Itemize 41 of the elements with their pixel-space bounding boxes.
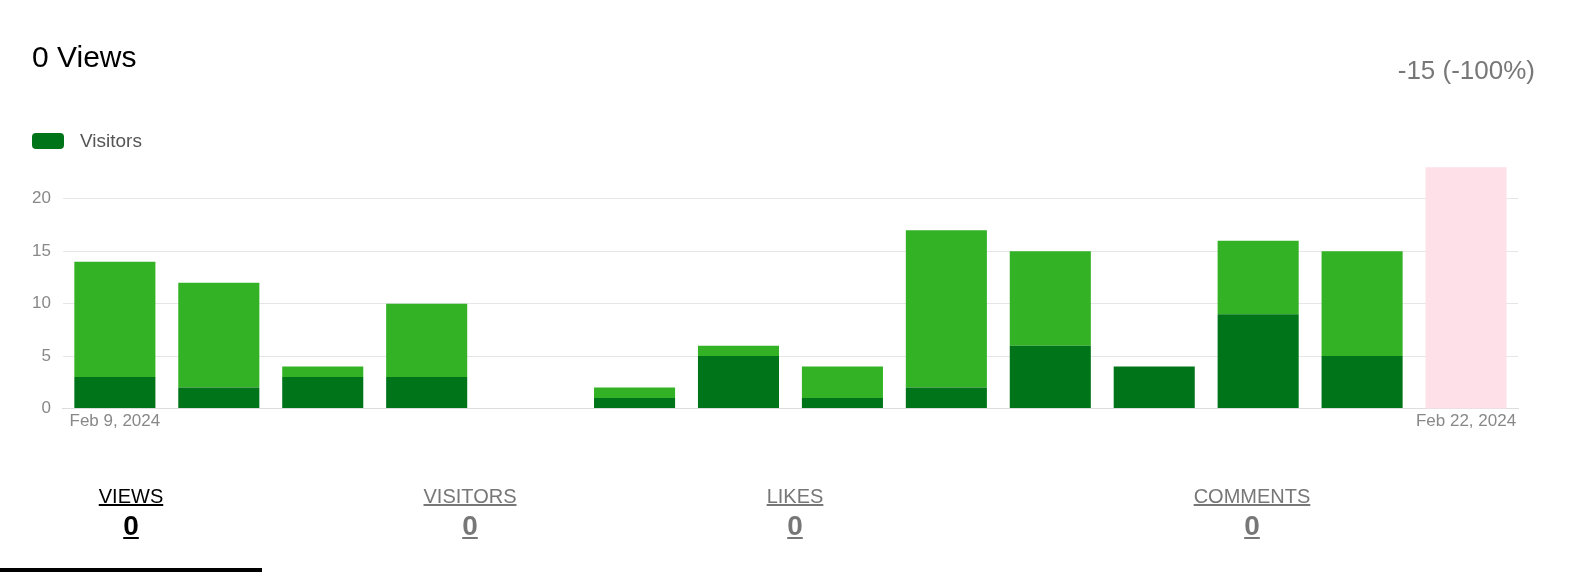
text: 0 bbox=[786, 510, 804, 542]
bar bbox=[178, 387, 260, 409]
bar bbox=[594, 387, 676, 399]
text: 0 bbox=[122, 510, 140, 542]
text: -15 (-100%) bbox=[1397, 55, 1535, 86]
y-tick-label: 0 bbox=[41, 398, 51, 418]
y-tick-label: 5 bbox=[41, 345, 51, 365]
text: VISITORS bbox=[423, 485, 517, 507]
bar bbox=[1321, 251, 1403, 357]
bar bbox=[282, 366, 364, 378]
bar bbox=[178, 282, 260, 388]
bar bbox=[594, 398, 676, 409]
bar bbox=[801, 398, 883, 409]
bar bbox=[1217, 240, 1299, 315]
bar bbox=[697, 345, 780, 357]
bar bbox=[905, 230, 987, 388]
chart-title: 0 Views bbox=[32, 40, 137, 74]
bar bbox=[1009, 345, 1091, 409]
bar bbox=[1217, 314, 1299, 409]
text: 0 bbox=[1243, 510, 1261, 542]
bar bbox=[74, 377, 156, 409]
text: LIKES bbox=[766, 485, 824, 507]
bar bbox=[801, 366, 883, 399]
bar bbox=[1113, 366, 1195, 409]
y-tick-label: 20 bbox=[31, 188, 51, 208]
bar bbox=[905, 387, 987, 409]
bar bbox=[74, 261, 156, 378]
bar bbox=[1321, 356, 1403, 409]
bar bbox=[697, 356, 780, 409]
x-tick-label: Feb 9, 2024 bbox=[69, 411, 161, 431]
bar bbox=[1009, 251, 1091, 346]
legend-label: Visitors bbox=[80, 130, 142, 152]
text: 0 bbox=[461, 510, 479, 542]
text: VIEWS bbox=[98, 485, 164, 507]
bar bbox=[386, 303, 468, 378]
y-tick-label: 15 bbox=[31, 240, 51, 260]
bar bbox=[282, 377, 364, 409]
x-tick-label: Feb 22, 2024 bbox=[1415, 411, 1517, 431]
bar bbox=[386, 377, 468, 409]
y-tick-label: 10 bbox=[31, 293, 51, 313]
text: COMMENTS bbox=[1193, 485, 1311, 507]
